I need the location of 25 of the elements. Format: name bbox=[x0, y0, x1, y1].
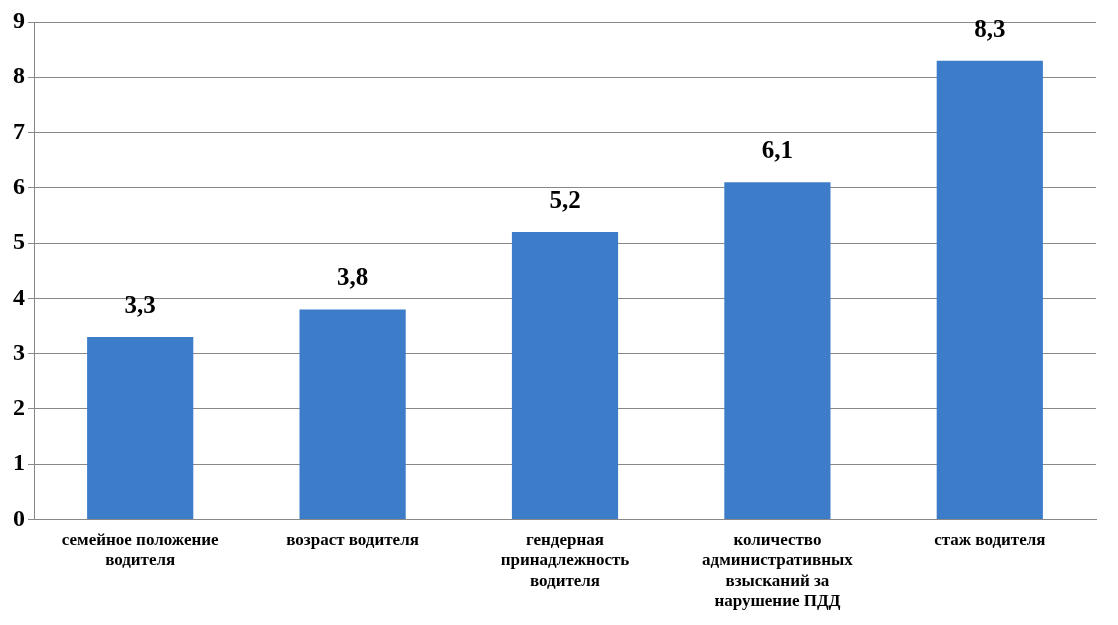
bar bbox=[511, 232, 619, 519]
x-tick-label: возраст водителя bbox=[286, 529, 419, 549]
x-tick-label: гендерная принадлежность водителя bbox=[500, 529, 630, 590]
bar bbox=[299, 309, 406, 519]
data-label: 3,8 bbox=[336, 263, 369, 291]
y-tick-label: 0 bbox=[13, 504, 25, 531]
y-tick-label: 7 bbox=[13, 117, 25, 144]
y-tick-label: 6 bbox=[13, 173, 25, 199]
y-tick-label: 8 bbox=[13, 62, 25, 89]
y-tick-label: 3 bbox=[13, 338, 25, 365]
y-tick-label: 4 bbox=[13, 283, 25, 310]
y-tick-label: 1 bbox=[13, 449, 25, 476]
bar bbox=[724, 182, 831, 519]
data-label: 8,3 bbox=[974, 14, 1006, 42]
bar bbox=[936, 60, 1043, 519]
x-tick-label: количество административных взысканий за нарушение ПДД bbox=[702, 529, 854, 611]
bar bbox=[87, 337, 194, 519]
data-label: 6,1 bbox=[761, 136, 794, 164]
x-tick-label: стаж водителя bbox=[934, 529, 1046, 549]
y-tick-label: 9 bbox=[13, 7, 25, 34]
data-label: 3,3 bbox=[124, 290, 156, 318]
y-tick-label: 5 bbox=[13, 228, 25, 255]
y-tick-label: 2 bbox=[13, 394, 25, 421]
data-label: 5,2 bbox=[549, 185, 581, 213]
x-tick-label: семейное положение водителя bbox=[61, 529, 220, 570]
